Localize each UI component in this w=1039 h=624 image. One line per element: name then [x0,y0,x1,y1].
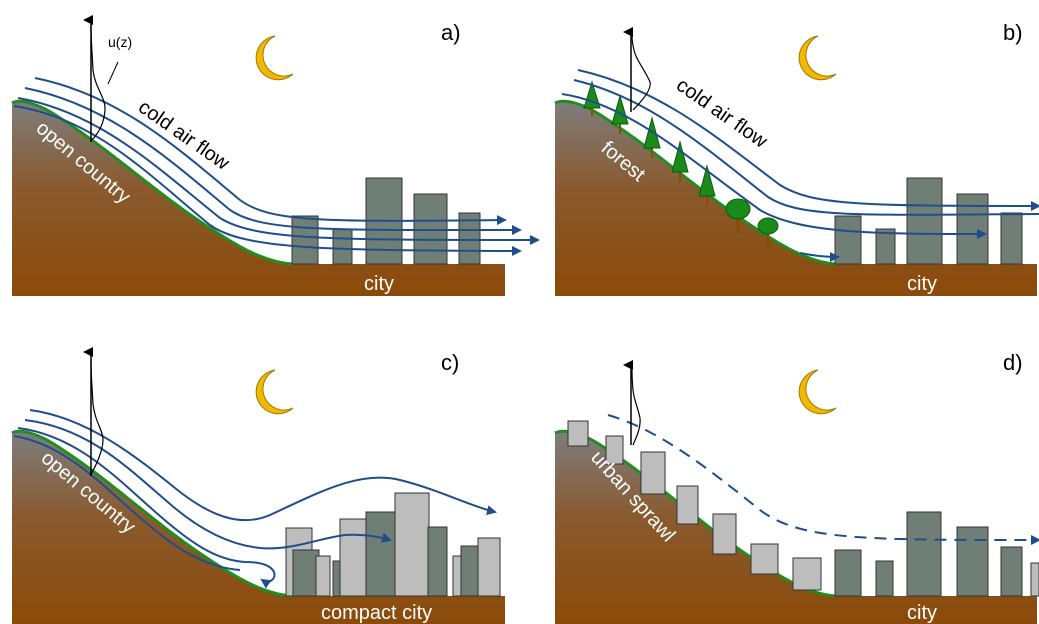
building [332,228,353,265]
flow-line [17,97,540,245]
flow-line [573,79,1039,216]
deciduous-tree-icon [725,198,751,234]
moon-icon [255,35,294,81]
city-label: city [907,602,937,624]
conifer-tree-icon [583,80,601,116]
conifer-tree-icon [611,94,629,134]
building-light [676,485,699,525]
forest-trees [583,80,779,247]
building-dark [1000,546,1023,597]
building [1000,212,1023,265]
flow-line [799,251,840,262]
flow-label: cold air flow [134,96,234,175]
terrain-slope [12,431,505,624]
building-dark [292,549,320,597]
city-buildings [834,177,1023,265]
deciduous-tree-icon [757,217,779,247]
wind-profile-curve [631,35,651,111]
cold-air-flow-lines [13,409,497,589]
building [906,177,943,265]
cold-air-flow-lines [561,69,1039,262]
flow-line [24,87,522,236]
building-light [750,543,779,575]
building-light [712,513,737,555]
flow-line [13,435,241,571]
building-dark [460,545,481,597]
terrain-slope [555,101,1037,297]
flow-line [577,69,1039,211]
building-dark [427,526,448,597]
panel-letter: a) [441,20,461,45]
building [291,215,319,265]
flow-line [24,419,392,550]
building [956,193,989,265]
profile-label: u(z) [108,34,132,50]
panel-letter: c) [441,350,459,375]
building-light [792,557,822,591]
building [834,215,862,265]
conifer-tree-icon [643,116,661,158]
moon-icon [798,35,837,81]
conifer-tree-icon [671,140,689,182]
wind-profile-curve [631,369,641,446]
conifer-tree-icon [698,164,716,205]
panel-b: b) cold air flow forest city [554,20,1039,297]
building-light [315,555,331,597]
cold-air-flow-lines [13,77,540,256]
building-light [1030,562,1039,597]
flow-line [34,77,507,226]
panel-letter: b) [1003,20,1023,45]
flow-line [29,409,497,522]
building-dark [834,549,862,597]
panel-c: c) open country compact city [11,347,505,624]
flow-line [13,105,522,256]
building-dark [875,560,894,597]
building [875,228,896,265]
terrain-edge [11,99,293,266]
terrain-slope [555,431,1037,624]
flow-line-dashed [607,414,1039,545]
terrain-edge [11,429,293,598]
city-buildings [285,492,501,597]
panel-a: u(z) a) cold air flow open country city [11,15,540,297]
building-dark [906,511,942,597]
building-light [394,492,430,597]
city-label: city [364,273,394,295]
flow-line [17,427,276,589]
city-label: city [907,273,937,295]
panel-d: d) urban sprawl city [554,350,1039,624]
building-light [640,451,666,495]
moon-icon [255,369,294,415]
flow-line [561,93,987,239]
building-light [605,435,624,465]
building-light [477,537,501,597]
building-light [567,420,589,447]
city-label: compact city [321,602,432,624]
city-buildings [567,420,1039,597]
terrain-slope [12,101,505,297]
moon-icon [798,369,837,415]
profile-label-leader [107,61,119,85]
building-dark [956,526,989,597]
wind-profile-curve [90,24,106,142]
wind-profile-curve [90,359,104,475]
panel-letter: d) [1003,350,1023,375]
